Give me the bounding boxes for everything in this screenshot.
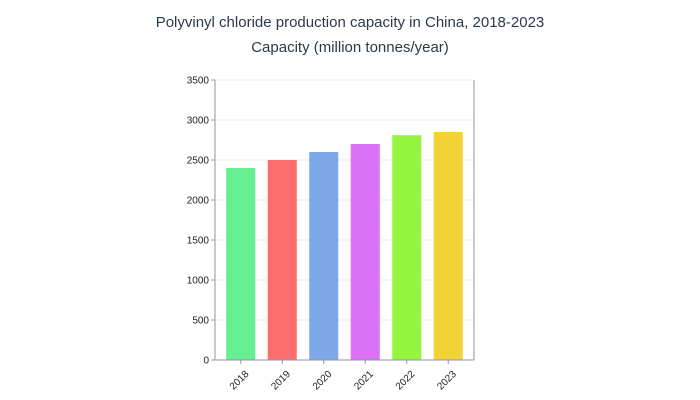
y-tick-label: 2000	[187, 196, 210, 207]
x-tick-label: 2022	[394, 369, 418, 393]
x-tick-label: 2023	[435, 369, 459, 393]
x-tick-label: 2020	[311, 369, 335, 393]
y-tick-label: 2500	[187, 156, 210, 167]
y-tick-label: 500	[192, 316, 209, 327]
y-tick-label: 0	[203, 356, 209, 367]
y-tick-label: 1000	[187, 276, 210, 287]
bar-2020	[309, 152, 339, 360]
gridlines	[215, 79, 474, 321]
chart-subtitle: Capacity (million tonnes/year)	[251, 39, 449, 56]
bar-2019	[267, 160, 297, 360]
bar-2021	[350, 144, 380, 360]
bar-2018	[226, 168, 256, 360]
chart-title: Polyvinyl chloride production capacity i…	[155, 14, 545, 31]
y-tick-labels: 0 500 1000 1500 2000 2500 3000 3500	[187, 76, 215, 367]
y-tick-label: 3000	[187, 116, 210, 127]
axes	[214, 80, 475, 361]
x-tick-label: 2021	[352, 369, 376, 393]
bars	[226, 132, 463, 360]
bar-2022	[392, 135, 422, 360]
x-tick-label: 2018	[228, 369, 252, 393]
y-tick-label: 3500	[187, 76, 210, 87]
y-tick-label: 1500	[187, 236, 210, 247]
x-tick-labels: 2018 2019 2020 2021 2022 2023	[228, 360, 459, 392]
x-tick-label: 2019	[269, 369, 293, 393]
bar-2023	[433, 132, 463, 360]
